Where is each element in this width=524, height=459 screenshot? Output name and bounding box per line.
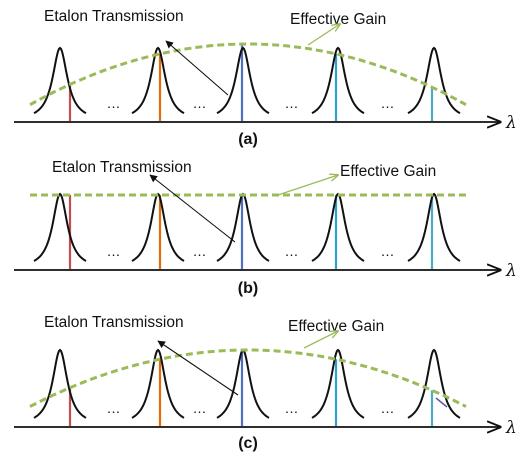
gain-pointer-arrow: [303, 331, 338, 349]
ellipsis: …: [193, 95, 208, 111]
wavelength-symbol: λ: [505, 418, 517, 438]
spectral-lines: [68, 195, 434, 269]
ellipsis: …: [107, 400, 122, 416]
ellipsis: …: [285, 243, 300, 259]
ellipsis: …: [381, 95, 396, 111]
etalon-transmission-label: Etalon Transmission: [44, 8, 184, 25]
etalon-pointer-arrow: [165, 40, 229, 96]
etalon-peak: [311, 192, 365, 262]
spectral-lines: [68, 44, 434, 121]
ellipsis: …: [285, 400, 300, 416]
ellipsis: …: [107, 95, 122, 111]
wavelength-symbol: λ: [505, 261, 517, 281]
ellipsis: …: [381, 243, 396, 259]
effective-gain-label: Effective Gain: [290, 11, 386, 28]
ellipsis-group: … … … …: [107, 400, 396, 416]
etalon-peak: [131, 348, 185, 419]
etalon-peak: [33, 46, 87, 115]
etalon-peak: [407, 46, 461, 115]
ellipsis: …: [381, 400, 396, 416]
etalon-peak: [131, 46, 185, 115]
ellipsis-group: … … … …: [107, 95, 396, 111]
effective-gain-label: Effective Gain: [340, 163, 436, 180]
etalon-peak: [216, 46, 270, 115]
gain-pointer-arrow: [277, 175, 338, 196]
panel-label: (a): [238, 131, 258, 148]
panel-label: (c): [238, 435, 258, 452]
etalon-transmission-label: Etalon Transmission: [44, 314, 184, 331]
panel-a: λ … … … … Etalon Transmission Effective Gai…: [14, 8, 517, 148]
ellipsis: …: [285, 95, 300, 111]
etalon-pointer-arrow: [157, 340, 239, 396]
panel-b: λ … … … … Etalon Transmission Effective Gai…: [14, 159, 517, 297]
etalon-transmission-label: Etalon Transmission: [52, 159, 192, 176]
ellipsis: …: [193, 400, 208, 416]
etalon-peak: [311, 46, 365, 115]
gain-pointer-arrow: [307, 24, 340, 46]
etalon-pointer-arrow: [149, 174, 236, 243]
ellipsis: …: [193, 243, 208, 259]
etalon-peak: [407, 192, 461, 262]
etalon-peaks: [33, 192, 461, 262]
etalon-peak: [407, 348, 461, 419]
effective-gain-curve: [29, 42, 467, 107]
etalon-peak: [33, 192, 87, 262]
wavelength-symbol: λ: [505, 113, 517, 133]
etalon-peak: [131, 192, 185, 262]
etalon-peak: [33, 348, 87, 419]
ellipsis: …: [107, 243, 122, 259]
spectral-line-marker: [435, 397, 448, 408]
ellipsis-group: … … … …: [107, 243, 396, 259]
effective-gain-label: Effective Gain: [288, 318, 384, 335]
panel-label: (b): [238, 280, 258, 297]
etalon-peaks: [33, 348, 461, 419]
effective-gain-curve: [29, 348, 467, 408]
etalon-peak: [311, 348, 365, 419]
panel-c: λ … … … … Etalon Transmission Effective Gai…: [14, 314, 517, 452]
etalon-peaks: [33, 46, 461, 115]
